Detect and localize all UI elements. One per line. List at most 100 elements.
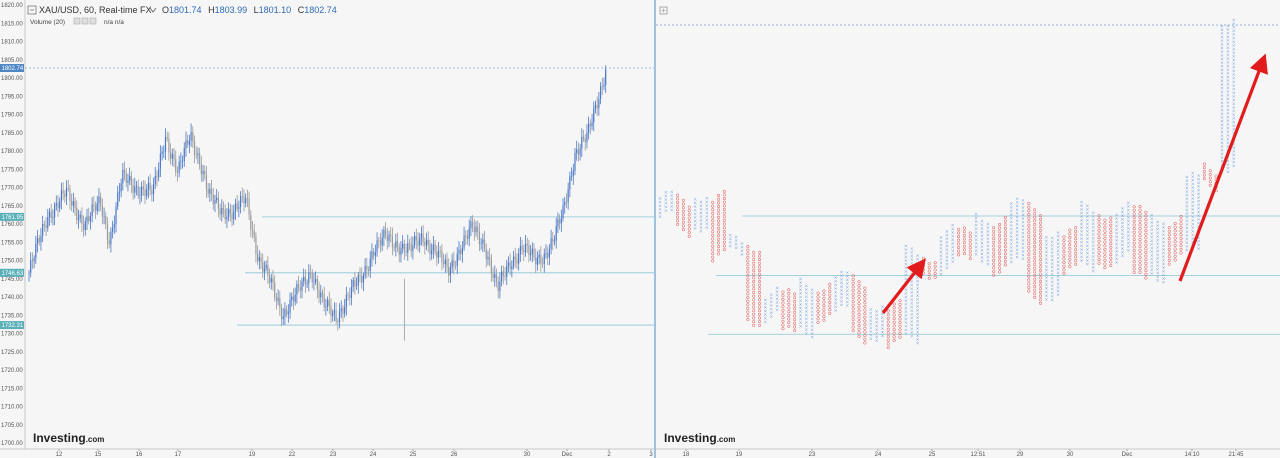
pf-o-mark xyxy=(1074,262,1078,266)
pf-o-mark xyxy=(851,285,855,289)
pf-x-mark xyxy=(1050,262,1054,265)
pf-x-mark xyxy=(1191,200,1195,204)
pf-o-mark xyxy=(816,309,820,314)
pf-o-mark xyxy=(787,317,791,321)
right-levels xyxy=(656,24,1280,335)
candle-body xyxy=(219,208,221,215)
pf-x-mark xyxy=(1232,40,1236,44)
pf-o-mark xyxy=(1068,261,1072,265)
pf-o-mark xyxy=(1144,214,1148,218)
pf-o-mark xyxy=(757,323,762,327)
pf-x-mark xyxy=(1185,215,1189,219)
pf-x-mark xyxy=(810,299,814,303)
pf-x-mark xyxy=(804,299,808,302)
symbol-menu-chevron-icon[interactable] xyxy=(149,7,157,13)
pf-o-mark xyxy=(863,319,867,323)
candle-body xyxy=(139,195,141,197)
pf-o-mark xyxy=(1062,242,1066,246)
pf-x-mark xyxy=(1056,282,1060,286)
candle-body xyxy=(279,297,281,308)
candle-body xyxy=(217,197,219,209)
pf-x-mark xyxy=(1009,216,1013,220)
pf-o-mark xyxy=(681,206,685,210)
pf-x-mark xyxy=(1226,71,1230,75)
candle-body xyxy=(337,321,339,323)
pf-x-mark xyxy=(904,306,908,310)
candle-body xyxy=(62,190,64,194)
pf-x-mark xyxy=(699,204,703,208)
pf-o-mark xyxy=(781,305,785,309)
pf-o-mark xyxy=(1132,249,1136,253)
pf-o-mark xyxy=(793,310,797,314)
pf-o-mark xyxy=(1179,229,1183,233)
pf-x-mark xyxy=(986,240,990,244)
pf-x-tick-label: 14:10 xyxy=(1184,452,1200,458)
pf-o-mark xyxy=(863,290,867,294)
uptrend-arrow-small xyxy=(881,258,926,314)
candle-body xyxy=(175,159,177,173)
pf-x-mark xyxy=(910,287,914,291)
y-tick-label: 1765.00 xyxy=(1,204,23,210)
candle-body xyxy=(405,251,407,253)
pf-o-mark xyxy=(722,196,726,201)
pf-x-mark xyxy=(1232,69,1236,73)
pf-x-mark xyxy=(1162,237,1165,240)
pf-o-mark xyxy=(722,240,726,244)
pf-o-mark xyxy=(711,241,715,245)
pf-x-mark xyxy=(1156,260,1159,264)
pf-x-mark xyxy=(986,262,990,266)
y-tick-label: 1705.00 xyxy=(1,423,23,429)
pf-x-mark xyxy=(939,254,943,258)
pf-x-mark xyxy=(1050,280,1054,284)
candle-body xyxy=(64,193,66,197)
candle-body xyxy=(163,151,165,153)
candle-body xyxy=(470,221,472,229)
candle-body xyxy=(199,153,201,165)
pf-o-mark xyxy=(992,240,996,244)
pf-o-mark xyxy=(793,318,797,322)
pf-o-mark xyxy=(1038,279,1043,284)
pf-x-mark xyxy=(1220,68,1224,72)
candle-body xyxy=(192,132,194,142)
candle-body xyxy=(548,249,550,258)
candle-body xyxy=(487,256,489,260)
pf-x-mark xyxy=(1191,175,1195,178)
volume-close-icon[interactable] xyxy=(89,17,97,25)
pf-o-mark xyxy=(1003,237,1007,241)
pf-x-mark xyxy=(699,207,703,211)
pf-o-mark xyxy=(716,241,721,245)
pf-x-mark xyxy=(1080,204,1083,208)
pf-o-mark xyxy=(1033,208,1037,212)
candle-body xyxy=(55,203,57,206)
pf-x-mark xyxy=(810,310,814,313)
pf-o-mark xyxy=(992,229,996,233)
pf-x-mark xyxy=(986,244,990,248)
pf-x-mark xyxy=(1126,226,1130,230)
volume-settings-icon[interactable] xyxy=(73,17,81,25)
pf-o-mark xyxy=(781,319,785,323)
pf-x-mark xyxy=(1045,239,1048,243)
pf-o-mark xyxy=(863,323,867,327)
pf-o-mark xyxy=(892,313,896,317)
pf-x-mark xyxy=(1021,213,1025,217)
right-expand-icon[interactable] xyxy=(659,6,668,15)
pf-x-mark xyxy=(1220,119,1224,123)
pf-o-mark xyxy=(1027,209,1031,213)
pf-x-mark xyxy=(1085,240,1089,244)
pf-o-mark xyxy=(757,305,762,309)
volume-hide-icon[interactable] xyxy=(81,17,89,25)
pf-x-mark xyxy=(1115,239,1118,242)
collapse-icon[interactable] xyxy=(27,5,37,15)
pf-o-mark xyxy=(997,266,1002,270)
pf-o-mark xyxy=(711,208,715,212)
pf-x-mark xyxy=(916,312,919,316)
pf-x-mark xyxy=(1232,127,1236,131)
pf-x-mark xyxy=(1085,208,1089,211)
candle-body xyxy=(103,216,105,217)
pf-x-mark xyxy=(1085,204,1089,208)
pf-o-mark xyxy=(1132,267,1136,271)
candle-body xyxy=(594,104,597,109)
pf-x-mark xyxy=(1220,126,1224,130)
pf-x-mark xyxy=(1021,239,1025,242)
